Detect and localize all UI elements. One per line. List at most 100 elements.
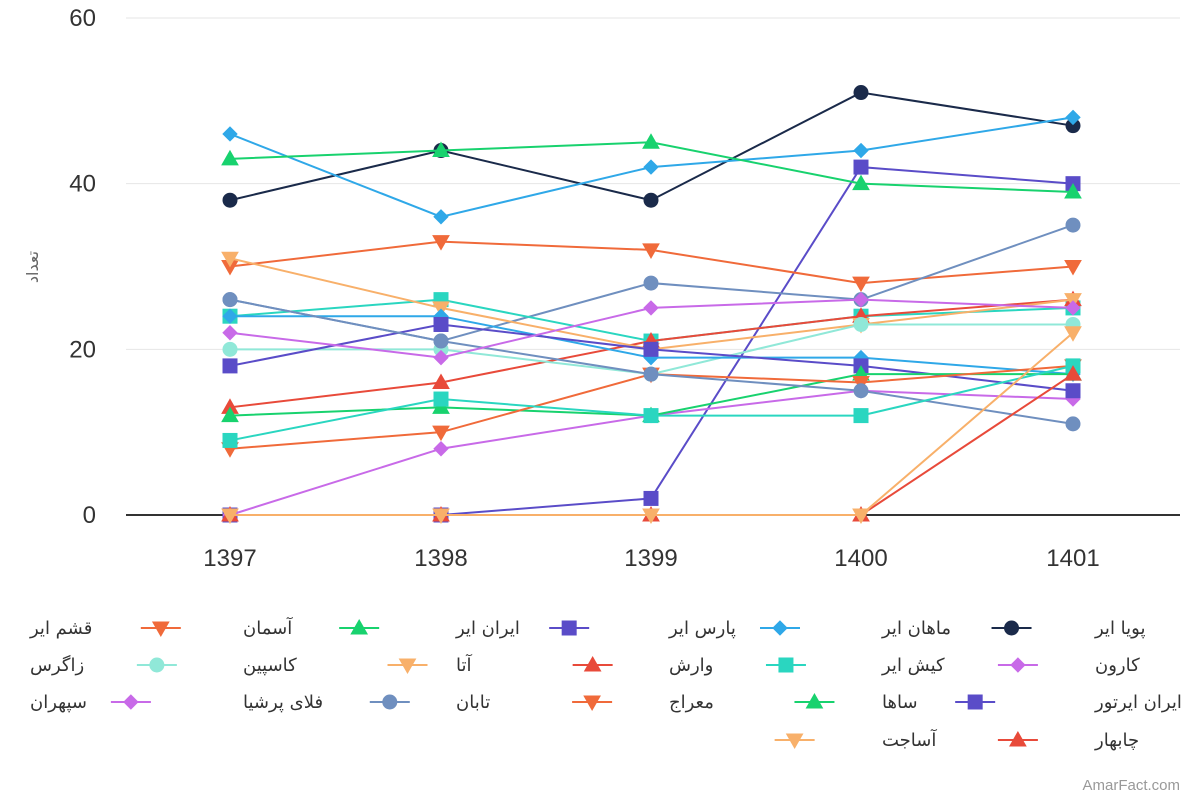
data-point (643, 408, 659, 424)
data-point (1064, 182, 1082, 199)
series-5[interactable] (222, 217, 1081, 349)
data-point (222, 126, 238, 142)
x-tick-label: 1399 (624, 545, 677, 572)
data-point (643, 490, 659, 506)
legend-item[interactable]: معراج (572, 692, 714, 713)
x-axis: 1397 1398 1399 1400 1401 (203, 545, 1099, 572)
legend-marker (151, 621, 170, 638)
data-point (222, 358, 238, 374)
data-point (222, 432, 238, 448)
y-tick-label: 40 (69, 171, 96, 198)
y-tick-label: 60 (69, 5, 96, 32)
data-point (433, 441, 449, 457)
legend-marker (350, 618, 369, 635)
data-point (222, 341, 238, 357)
x-tick-label: 1398 (414, 545, 467, 572)
data-point (1065, 300, 1081, 316)
data-point (853, 408, 869, 424)
legend-label: آتا (456, 653, 472, 676)
data-point (643, 300, 659, 316)
data-point (433, 391, 449, 407)
data-point (642, 133, 660, 149)
data-point (643, 341, 659, 357)
data-point (1064, 326, 1082, 342)
data-point (1065, 383, 1081, 399)
legend-marker (382, 694, 398, 710)
legend-item[interactable]: آتا (387, 653, 473, 676)
data-point (1064, 365, 1082, 381)
legend-label: ماهان ایر (881, 618, 951, 639)
data-point (643, 192, 659, 208)
legend-item[interactable]: ساها (794, 692, 918, 713)
data-point (433, 316, 449, 332)
legend-label: ایران ایرتور (1094, 692, 1182, 713)
legend-item[interactable]: وارش (572, 655, 714, 676)
series-3[interactable] (221, 133, 1082, 199)
grid (126, 17, 1180, 516)
legend-item[interactable]: ماهان ایر (760, 618, 951, 639)
series-0[interactable] (222, 85, 1081, 208)
legend-item[interactable]: آساجت (774, 728, 938, 751)
legend-marker (1004, 620, 1020, 636)
legend-marker (1010, 657, 1026, 673)
y-axis-title: تعداد (23, 251, 42, 283)
data-point (432, 235, 450, 251)
legend[interactable]: پویا ایر ماهان ایر پارس ایر ایران ایر آسمان ق… (0, 616, 1182, 751)
data-point (221, 251, 239, 268)
legend-label: چابهار (1094, 730, 1139, 751)
legend-item[interactable]: قشم ایر (0, 618, 92, 639)
legend-item[interactable]: کیش ایر (765, 655, 945, 676)
legend-marker (583, 655, 602, 672)
legend-marker (967, 694, 983, 710)
series-1[interactable] (222, 109, 1081, 225)
legend-label: ایران ایر (455, 618, 520, 639)
legend-label: زاگرس (30, 654, 84, 676)
data-point (221, 508, 239, 525)
y-tick-label: 20 (69, 336, 96, 363)
legend-label: آسمان (243, 616, 293, 639)
data-point (222, 325, 238, 341)
legend-item[interactable]: چابهار (997, 730, 1139, 751)
legend-item[interactable]: آسمان (140, 616, 293, 639)
legend-marker (583, 695, 601, 712)
data-point (433, 209, 449, 225)
legend-item[interactable]: پارس ایر (549, 618, 736, 639)
legend-item[interactable]: ایران ایرتور (955, 692, 1182, 713)
data-point (643, 275, 659, 291)
legend-item[interactable]: فلای پرشیا (110, 692, 323, 713)
data-point (1065, 217, 1081, 233)
series-15[interactable] (222, 292, 1081, 432)
legend-marker (785, 733, 804, 750)
legend-label: فلای پرشیا (243, 692, 323, 713)
series-4[interactable] (221, 235, 1082, 293)
legend-item[interactable]: کاسپین (136, 655, 297, 676)
legend-label: ساها (882, 692, 918, 713)
legend-item[interactable]: پویا ایر (991, 618, 1146, 639)
legend-item[interactable]: سپهران (0, 692, 87, 713)
data-point (852, 276, 870, 293)
credit[interactable]: AmarFact.com (1082, 777, 1180, 794)
legend-item[interactable]: کارون (997, 655, 1140, 676)
series-19[interactable] (221, 326, 1082, 525)
legend-marker (561, 620, 577, 636)
data-point (433, 349, 449, 366)
data-point (432, 373, 450, 389)
data-point (643, 159, 659, 175)
legend-marker (123, 694, 139, 710)
x-tick-label: 1397 (203, 545, 256, 572)
x-tick-label: 1401 (1046, 545, 1099, 572)
legend-marker (772, 620, 788, 636)
data-point (852, 508, 870, 525)
legend-marker (778, 657, 794, 673)
legend-item[interactable]: ایران ایر (339, 618, 520, 639)
data-point (643, 366, 659, 382)
data-point (1065, 416, 1081, 432)
legend-label: آساجت (882, 728, 937, 751)
series-16[interactable] (222, 291, 1081, 366)
data-point (221, 406, 239, 423)
legend-item[interactable]: تابان (369, 692, 490, 713)
legend-item[interactable]: زاگرس (0, 654, 84, 676)
legend-label: پارس ایر (668, 618, 736, 639)
legend-label: تابان (456, 692, 490, 713)
